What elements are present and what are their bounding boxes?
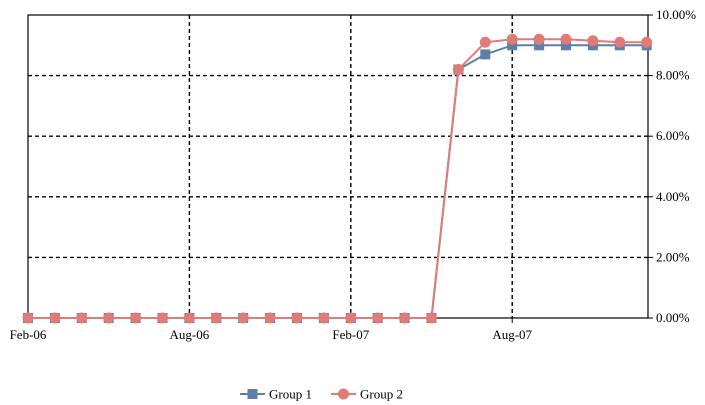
legend-label: Group 2 <box>360 387 403 402</box>
data-point <box>372 312 384 324</box>
data-point <box>76 312 88 324</box>
data-point <box>533 33 545 45</box>
plot-area <box>27 14 649 319</box>
data-point <box>480 49 491 60</box>
data-point <box>507 40 518 51</box>
data-point <box>479 36 491 48</box>
data-point <box>506 33 518 45</box>
data-point <box>264 312 276 324</box>
data-point <box>210 312 222 324</box>
y-tick-label: 6.00% <box>656 128 690 143</box>
data-point <box>130 312 142 324</box>
y-tick-label: 8.00% <box>656 68 690 83</box>
data-point <box>318 312 330 324</box>
x-tick-label: Feb-07 <box>332 327 369 342</box>
data-point <box>399 312 411 324</box>
x-tick-label: Aug-07 <box>492 327 532 342</box>
y-tick-label: 10.00% <box>656 7 696 22</box>
legend-marker <box>338 388 349 400</box>
data-point <box>560 33 572 45</box>
data-point <box>426 312 437 324</box>
legend-marker <box>247 389 258 399</box>
data-point <box>614 36 626 48</box>
series-layer <box>22 33 653 324</box>
data-point <box>103 312 115 324</box>
legend-label: Group 1 <box>269 387 312 402</box>
data-point <box>452 64 464 76</box>
x-tick-label: Feb-06 <box>10 327 47 342</box>
y-tick-label: 0.00% <box>656 310 690 325</box>
y-tick-label: 2.00% <box>656 249 690 264</box>
data-point <box>534 40 545 51</box>
data-point <box>157 312 168 324</box>
data-point <box>641 36 653 48</box>
x-tick-label: Aug-06 <box>170 327 210 342</box>
data-point <box>587 35 599 47</box>
data-point <box>561 40 571 51</box>
gridlines <box>28 15 648 318</box>
data-point <box>345 312 357 324</box>
tick-labels: 0.00% 2.00% 4.00% 6.00% 8.00% 10.00% Feb-06 Aug… <box>10 7 697 342</box>
data-point <box>49 312 61 324</box>
y-tick-label: 4.00% <box>656 189 690 204</box>
legend: Group 1 Group 2 <box>240 387 403 402</box>
data-point <box>22 312 34 324</box>
data-point <box>237 312 249 324</box>
data-point <box>183 312 195 324</box>
data-point <box>291 312 303 324</box>
